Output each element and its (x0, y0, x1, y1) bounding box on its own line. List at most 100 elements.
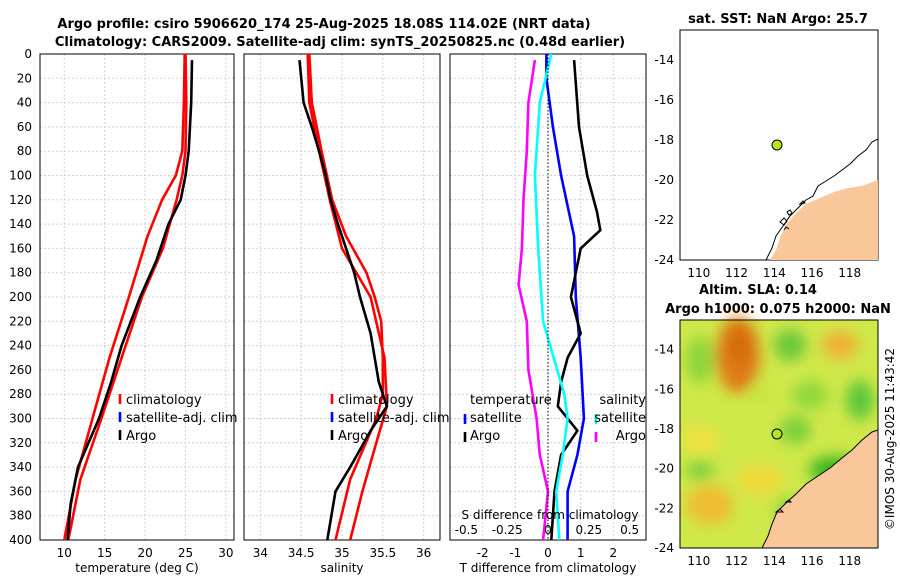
depth-tick-label: 220 (9, 314, 32, 328)
temperature-x-tick-label: 10 (57, 546, 72, 560)
depth-tick-label: 340 (9, 460, 32, 474)
salinity-series-argo (298, 59, 389, 541)
sst-map-argo-marker (771, 139, 783, 151)
title-line-2: Climatology: CARS2009. Satellite-adj cli… (55, 35, 625, 50)
sst-map-lon-tick-label: 116 (801, 266, 824, 280)
sst-map: sat. SST: NaN Argo: 25.7 (679, 12, 879, 261)
diff-legend-entry: satellite (594, 411, 646, 426)
sst-map-lat-tick-label: -20 (654, 173, 674, 187)
sla-map-lon-tick-label: 112 (725, 554, 748, 568)
difference-x-tick-label: 2 (610, 546, 618, 560)
depth-tick-label: 240 (9, 339, 32, 353)
temperature-x-axis-label: temperature (deg C) (75, 561, 198, 575)
salinity-x-tick-label: 35.5 (369, 546, 396, 560)
salinity-x-tick-label: 34.5 (288, 546, 315, 560)
sla-map-title-1: Altim. SLA: 0.14 (699, 283, 817, 298)
salinity-plot: 34 34.5 35 35.5 36 salinity climatology satelli… (243, 53, 450, 575)
sla-map-title-2: Argo h1000: 0.075 h2000: NaN (665, 302, 891, 317)
depth-tick-label: 300 (9, 412, 32, 426)
temperature-x-tick-label: 20 (137, 546, 152, 560)
salinity-diff-axis-label: S difference from climatology (462, 508, 639, 522)
salinity-legend-entry: Argo (338, 429, 368, 444)
sla-map-lat-tick-label: -18 (654, 422, 674, 436)
sla-map-argo-marker (771, 428, 783, 440)
difference-plot: -2 -1 0 1 2T difference from climatology temp… (449, 53, 647, 575)
temperature-x-tick-label: 25 (178, 546, 193, 560)
sla-map-lat-tick-label: -14 (654, 343, 674, 357)
depth-tick-label: 120 (9, 193, 32, 207)
sla-map-lon-tick-label: 116 (801, 554, 824, 568)
temperature-series-climatology (63, 53, 186, 541)
diff-legend-entry: satellite (470, 411, 522, 426)
salinity-legend-entry: climatology (338, 393, 414, 408)
salinity-diff-tick-label: 0 (544, 523, 552, 537)
temperature-axes-frame (39, 53, 235, 541)
depth-tick-label: 200 (9, 290, 32, 304)
depth-tick-label: 20 (17, 71, 32, 85)
diff-legend-temperature: temperature (470, 393, 552, 408)
sst-map-title: sat. SST: NaN Argo: 25.7 (688, 12, 868, 27)
sst-map-lon-tick-label: 114 (763, 266, 786, 280)
salinity-axes-frame (243, 53, 441, 541)
sst-map-lon-tick-label: 112 (725, 266, 748, 280)
sst-map-coastline (765, 138, 878, 260)
sla-map-lon-tick-label: 118 (838, 554, 861, 568)
difference-x-tick-label: 0 (544, 546, 552, 560)
salinity-legend-entry: satellite-adj. clim (338, 411, 450, 426)
depth-tick-label: 0 (24, 47, 32, 61)
difference-x-tick-label: -1 (509, 546, 521, 560)
sst-map-lon-tick-label: 118 (838, 266, 861, 280)
title-line-1: Argo profile: csiro 5906620_174 25-Aug-2… (57, 17, 590, 32)
salinity-series-satellite-adj-clim (306, 53, 389, 541)
difference-series-salinity-satellite (533, 53, 569, 541)
depth-tick-label: 180 (9, 266, 32, 280)
difference-series-temperature-argo (550, 60, 602, 541)
timestamp-watermark: ©IMOS 30-Aug-2025 11:43:42 (883, 348, 897, 530)
sla-map-lat-tick-label: -20 (654, 462, 674, 476)
sla-map-lat-tick-label: -24 (654, 541, 674, 555)
difference-x-tick-label: 1 (577, 546, 585, 560)
diff-legend-entry: Argo (616, 429, 646, 444)
depth-tick-label: 400 (9, 533, 32, 547)
sst-map-lat-tick-label: -16 (654, 93, 674, 107)
temperature-x-tick-label: 15 (97, 546, 112, 560)
sla-map-lat-tick-label: -16 (654, 382, 674, 396)
sla-map-lon-tick-label: 110 (687, 554, 710, 568)
depth-tick-label: 80 (17, 144, 32, 158)
sst-map-lat-tick-label: -22 (654, 213, 674, 227)
salinity-x-axis-label: salinity (320, 561, 363, 575)
sla-map-land (761, 429, 878, 548)
sst-map-land (770, 180, 878, 260)
temperature-x-tick-label: 30 (218, 546, 233, 560)
depth-tick-label: 60 (17, 120, 32, 134)
difference-series-salinity-argo (517, 59, 550, 541)
depth-tick-label: 280 (9, 387, 32, 401)
sla-map: Altim. SLA: 0.14 Argo h1000: 0.075 h2000… (665, 283, 891, 549)
temperature-series-satellite-adj-clim (67, 53, 188, 541)
depth-tick-label: 160 (9, 241, 32, 255)
diff-legend-entry: Argo (470, 429, 500, 444)
sst-map-lon-tick-label: 110 (687, 266, 710, 280)
temperature-legend-entry: Argo (126, 429, 156, 444)
diff-legend-salinity: salinity (599, 393, 646, 408)
salinity-series-climatology (308, 53, 385, 541)
sst-map-lat-tick-label: -18 (654, 133, 674, 147)
difference-series-temperature-satellite (545, 54, 586, 540)
depth-tick-label: 140 (9, 217, 32, 231)
salinity-diff-tick-label: -0.5 (455, 523, 478, 537)
salinity-diff-tick-label: 0.25 (575, 523, 602, 537)
sla-map-frame (679, 319, 879, 549)
difference-x-axis-label: T difference from climatology (459, 561, 637, 575)
depth-tick-label: 40 (17, 96, 32, 110)
temperature-series-argo (66, 60, 194, 541)
sla-map-lon-tick-label: 114 (763, 554, 786, 568)
salinity-x-tick-label: 36 (416, 546, 431, 560)
sla-map-lat-tick-label: -22 (654, 501, 674, 515)
salinity-diff-tick-label: 0.5 (620, 523, 639, 537)
difference-x-tick-label: -2 (477, 546, 489, 560)
temperature-plot: 10 15 20 25 30 temperature (deg C) 0 20 40 60 80 10… (9, 47, 238, 575)
depth-tick-label: 380 (9, 509, 32, 523)
depth-tick-label: 320 (9, 436, 32, 450)
depth-tick-label: 100 (9, 169, 32, 183)
